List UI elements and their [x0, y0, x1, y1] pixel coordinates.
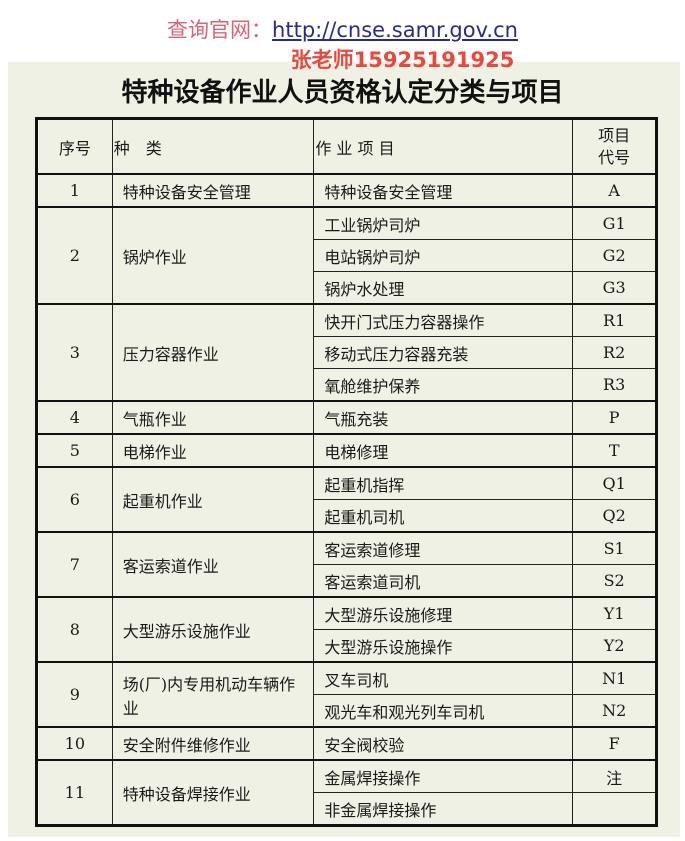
table-row: 8 大型游乐设施作业 大型游乐设施修理 Y1 [36, 596, 657, 663]
cell-no: 5 [36, 433, 113, 468]
watermark-contact: 张老师15925191925 [290, 48, 515, 72]
table-row: 9 场(厂)内专用机动车辆作业 叉车司机 N1 [36, 661, 657, 728]
table-row: 6 起重机作业 起重机指挥 Q1 [36, 466, 657, 533]
watermark-website: 查询官网：http://cnse.samr.gov.cn [0, 14, 685, 44]
cell-item: 氧舱维护保养 [313, 368, 574, 402]
table-row: 11 特种设备焊接作业 金属焊接操作注 [36, 759, 657, 826]
cell-category: 特种设备焊接作业 [111, 759, 315, 826]
cell-item: 电梯修理 [313, 433, 574, 468]
table-body: 1 特种设备安全管理 特种设备安全管理 A 2 锅炉作业 工业锅炉司炉 G1 电站锅炉司炉 G2 锅… [36, 173, 657, 826]
cell-code: G3 [572, 271, 657, 305]
cell-item: 锅炉水处理 [313, 271, 574, 305]
cell-no: 11 [36, 759, 113, 826]
cell-item: 移动式压力容器充装 [313, 336, 574, 369]
cell-code: S2 [572, 564, 657, 598]
cell-item: 客运索道修理 [313, 531, 574, 565]
cell-code: N2 [572, 694, 657, 728]
cell-item: 工业锅炉司炉 [313, 206, 574, 240]
table-row: 4 气瓶作业 气瓶充装 P [36, 400, 657, 435]
cell-no: 9 [36, 661, 113, 728]
cell-category: 大型游乐设施作业 [111, 596, 315, 663]
table-header-row: 序号 种 类 作 业 项 目 项目代号 [36, 118, 657, 175]
cell-code: N1 [572, 661, 657, 695]
table-row: 10 安全附件维修作业 安全阀校验 F [36, 726, 657, 761]
cell-category: 特种设备安全管理 [111, 173, 315, 208]
cell-item: 起重机指挥 [313, 466, 574, 500]
cell-item: 电站锅炉司炉 [313, 239, 574, 272]
cell-category: 安全附件维修作业 [111, 726, 315, 761]
table-row: 客运索道司机 S2 [37, 564, 657, 598]
table-row: 非金属焊接操作 [37, 792, 657, 826]
table-row: 7 客运索道作业 客运索道修理 S1 [36, 531, 657, 598]
table-row: 2 锅炉作业 工业锅炉司炉 G1 [36, 206, 657, 305]
cell-category: 压力容器作业 [111, 303, 315, 402]
watermark-url-link[interactable]: http://cnse.samr.gov.cn [272, 18, 518, 42]
cell-code: P [572, 400, 657, 435]
cell-code: Q1 [572, 466, 657, 500]
cell-category: 锅炉作业 [111, 206, 315, 305]
cell-no: 8 [36, 596, 113, 663]
cell-code: Y2 [572, 629, 657, 663]
cell-item: 起重机司机 [313, 499, 574, 533]
watermark-label: 查询官网： [167, 18, 273, 42]
cell-no: 10 [36, 726, 113, 761]
cell-category: 场(厂)内专用机动车辆作业 [111, 661, 315, 728]
cell-item: 特种设备安全管理 [313, 173, 574, 208]
cell-item: 非金属焊接操作 [313, 792, 574, 826]
cell-code: G2 [572, 239, 657, 272]
header-item: 作 业 项 目 [313, 118, 574, 175]
header-code: 项目代号 [572, 118, 657, 175]
cell-code: R1 [572, 303, 657, 337]
table-row: 电站锅炉司炉 G2 [37, 239, 657, 272]
cell-category: 气瓶作业 [111, 400, 315, 435]
table-row: 大型游乐设施操作 Y2 [37, 629, 657, 663]
table-row: 移动式压力容器充装 R2 [37, 336, 657, 369]
header-code-text: 项目代号 [598, 125, 631, 167]
cell-item: 客运索道司机 [313, 564, 574, 598]
cell-category: 客运索道作业 [111, 531, 315, 598]
table-row: 3 压力容器作业 快开门式压力容器操作 R1 [36, 303, 657, 402]
cell-item: 气瓶充装 [313, 400, 574, 435]
cell-item: 快开门式压力容器操作 [313, 303, 574, 337]
cell-no: 4 [36, 400, 113, 435]
cell-code: Y1 [572, 596, 657, 630]
cell-code: A [572, 173, 657, 208]
table-row: 5 电梯作业 电梯修理 T [36, 433, 657, 468]
table-row: 氧舱维护保养 R3 [37, 368, 657, 402]
cell-no: 3 [36, 303, 113, 402]
cell-code [572, 792, 657, 826]
header-category: 种 类 [111, 118, 315, 175]
cell-no: 7 [36, 531, 113, 598]
cell-code: G1 [572, 206, 657, 240]
cell-code: R2 [572, 336, 657, 369]
cell-item: 观光车和观光列车司机 [313, 694, 574, 728]
cell-code: 注 [572, 759, 657, 793]
cell-code: R3 [572, 368, 657, 402]
page-title: 特种设备作业人员资格认定分类与项目 [121, 78, 564, 108]
cell-item: 叉车司机 [313, 661, 574, 695]
qualification-table: 序号 种 类 作 业 项 目 项目代号 1 特种设备安全管理 特种设备安全管理 A 2 锅… [35, 117, 658, 827]
cell-category: 起重机作业 [111, 466, 315, 533]
cell-item: 安全阀校验 [313, 726, 574, 761]
cell-item: 大型游乐设施修理 [313, 596, 574, 630]
cell-code: F [572, 726, 657, 761]
cell-no: 2 [36, 206, 113, 305]
cell-code: S1 [572, 531, 657, 565]
cell-item: 大型游乐设施操作 [313, 629, 574, 663]
header-no: 序号 [36, 118, 113, 175]
cell-item: 金属焊接操作 [313, 759, 574, 793]
cell-code: T [572, 433, 657, 468]
cell-no: 6 [36, 466, 113, 533]
cell-code: Q2 [572, 499, 657, 533]
cell-category: 电梯作业 [111, 433, 315, 468]
table-row: 起重机司机 Q2 [37, 499, 657, 533]
table-row: 1 特种设备安全管理 特种设备安全管理 A [36, 173, 657, 208]
table-row: 观光车和观光列车司机 N2 [37, 694, 657, 728]
cell-no: 1 [36, 173, 113, 208]
